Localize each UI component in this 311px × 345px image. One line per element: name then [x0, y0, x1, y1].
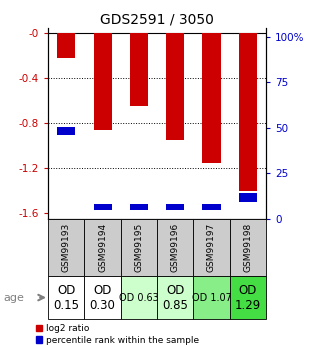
Bar — [85, 219, 121, 276]
Bar — [85, 276, 121, 319]
Bar — [57, 127, 75, 135]
Text: GSM99197: GSM99197 — [207, 223, 216, 272]
Text: OD 0.63: OD 0.63 — [119, 293, 159, 303]
Text: age: age — [4, 294, 25, 303]
Bar — [94, 33, 112, 130]
Bar — [202, 33, 220, 163]
Text: GSM99194: GSM99194 — [98, 223, 107, 272]
Bar — [130, 33, 148, 107]
Bar — [48, 276, 85, 319]
Text: GSM99196: GSM99196 — [171, 223, 180, 272]
Bar — [57, 33, 75, 58]
Bar — [230, 276, 266, 319]
Text: OD
0.30: OD 0.30 — [90, 284, 116, 312]
Bar — [193, 276, 230, 319]
Text: OD
1.29: OD 1.29 — [234, 284, 261, 312]
Legend: log2 ratio, percentile rank within the sample: log2 ratio, percentile rank within the s… — [36, 324, 199, 345]
Bar — [239, 193, 257, 202]
Title: GDS2591 / 3050: GDS2591 / 3050 — [100, 12, 214, 27]
Text: GSM99198: GSM99198 — [243, 223, 252, 272]
Text: GSM99193: GSM99193 — [62, 223, 71, 272]
Bar — [230, 219, 266, 276]
Text: OD
0.85: OD 0.85 — [162, 284, 188, 312]
Text: OD
0.15: OD 0.15 — [53, 284, 79, 312]
Bar — [157, 219, 193, 276]
Bar — [166, 33, 184, 140]
Bar — [121, 219, 157, 276]
Bar — [202, 205, 220, 210]
Bar — [48, 219, 85, 276]
Bar — [157, 276, 193, 319]
Bar — [121, 276, 157, 319]
Text: OD 1.07: OD 1.07 — [192, 293, 231, 303]
Bar — [166, 205, 184, 210]
Bar — [94, 205, 112, 210]
Bar — [130, 205, 148, 210]
Text: GSM99195: GSM99195 — [134, 223, 143, 272]
Bar — [239, 33, 257, 191]
Bar — [193, 219, 230, 276]
